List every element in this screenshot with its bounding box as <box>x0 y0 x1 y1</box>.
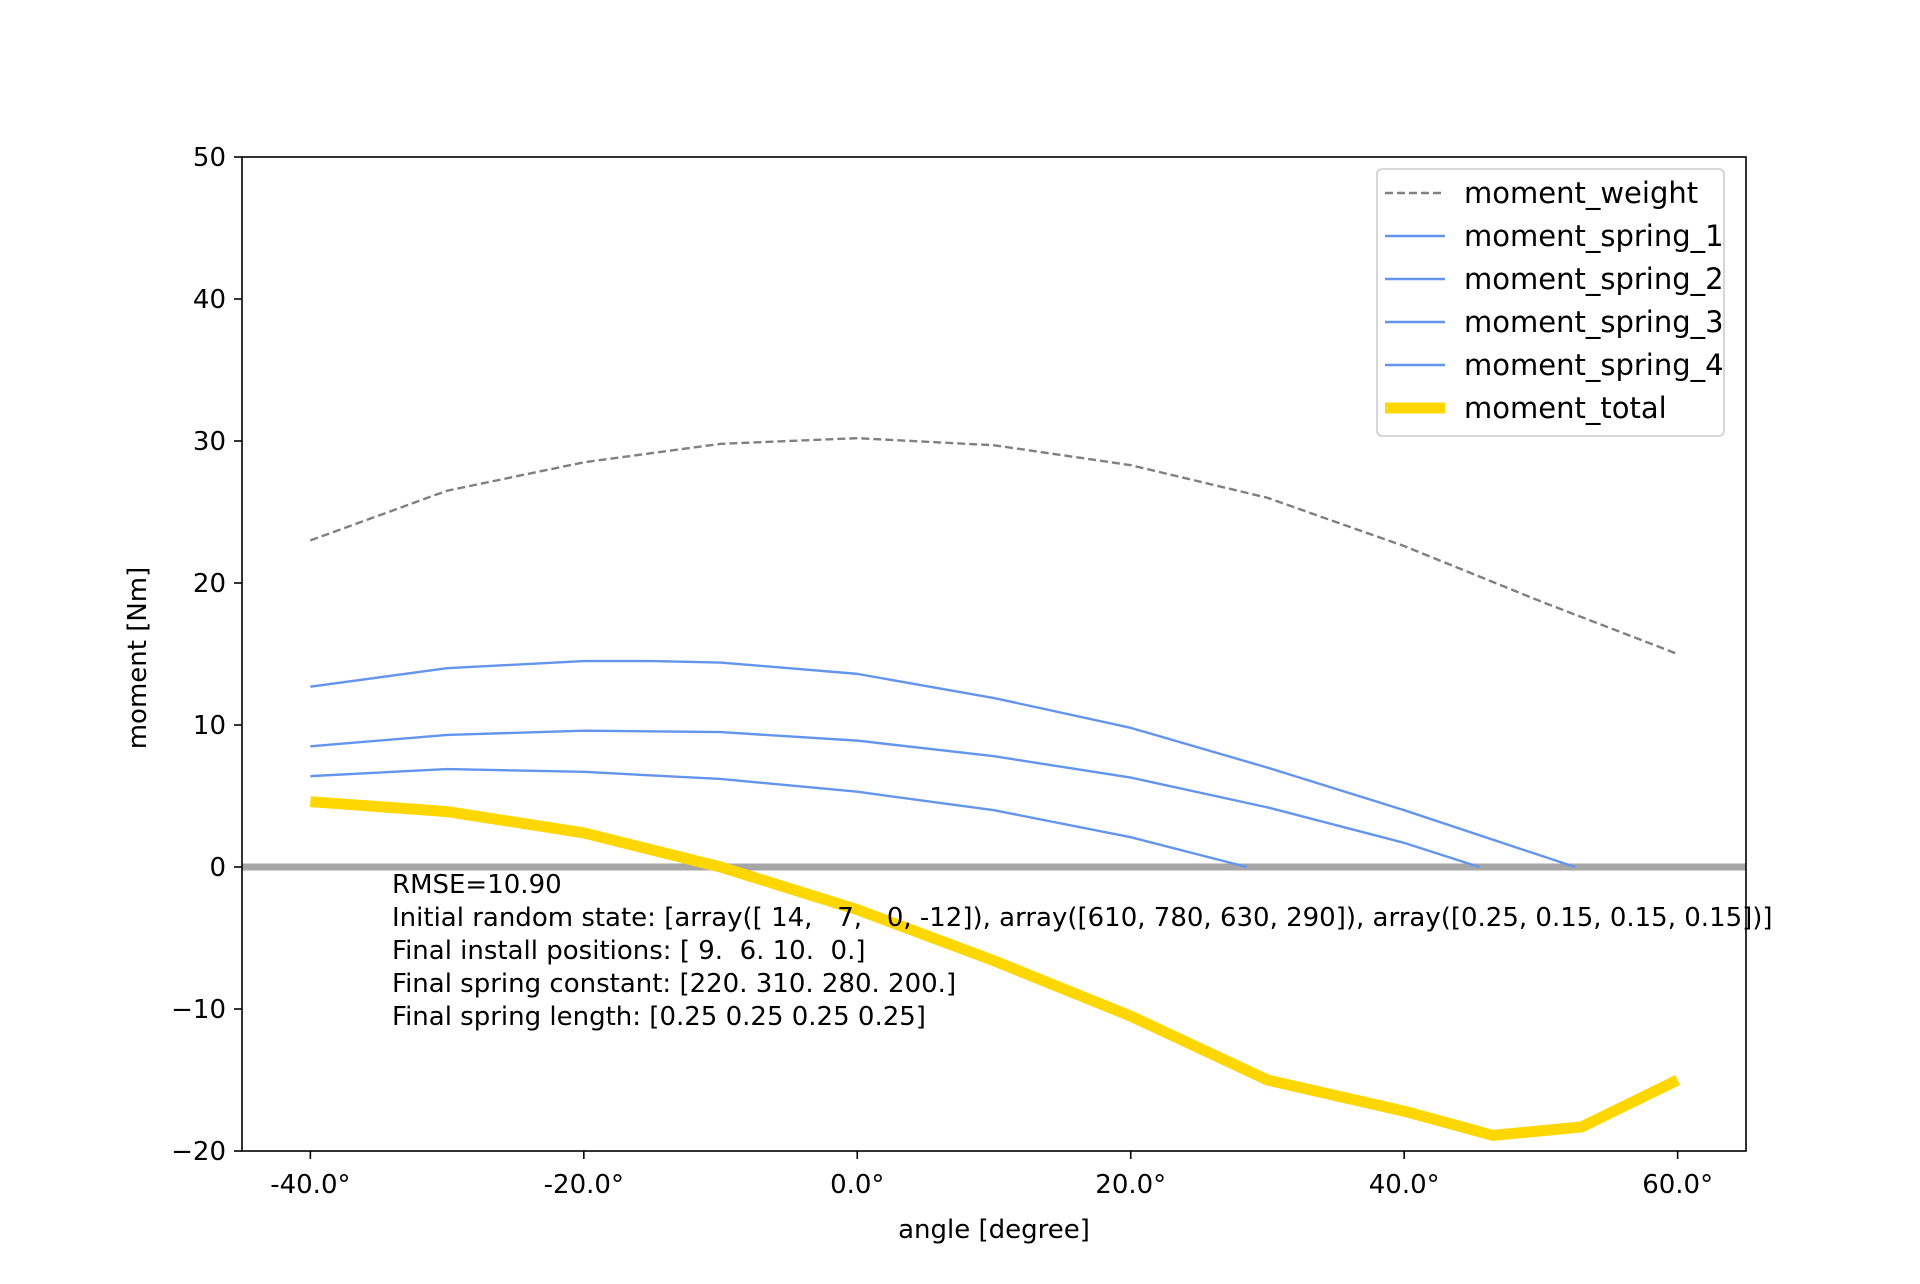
annotation-line: Final install positions: [ 9. 6. 10. 0.] <box>392 936 865 966</box>
x-tick-label: -20.0° <box>544 1170 624 1200</box>
annotation-line: RMSE=10.90 <box>392 870 562 900</box>
legend-label: moment_total <box>1464 391 1667 425</box>
y-tick-label: −10 <box>171 995 226 1025</box>
legend-label: moment_spring_3 <box>1464 305 1724 339</box>
annotation-line: Initial random state: [array([ 14, 7, 0,… <box>392 903 1773 933</box>
series-line-moment-weight <box>309 436 1679 656</box>
legend-box <box>1376 168 1725 437</box>
y-tick-label: 10 <box>193 711 226 741</box>
series-line-moment-spring-2 <box>310 729 1480 869</box>
legend-label: moment_spring_1 <box>1464 219 1724 253</box>
y-axis-title: moment [Nm] <box>123 567 153 750</box>
legend-label: moment_spring_2 <box>1464 262 1724 296</box>
y-tick-label: 40 <box>193 285 226 315</box>
legend-label: moment_weight <box>1464 176 1698 210</box>
x-tick-label: 60.0° <box>1642 1170 1713 1200</box>
x-tick-label: 0.0° <box>830 1170 884 1200</box>
y-tick-label: 0 <box>209 853 226 883</box>
legend-label: moment_spring_4 <box>1464 348 1724 382</box>
y-tick-label: 30 <box>193 427 226 457</box>
x-axis-title: angle [degree] <box>898 1215 1090 1245</box>
series-line-moment-spring-3 <box>310 767 1248 869</box>
y-tick-label: 50 <box>193 143 226 173</box>
y-tick-label: 20 <box>193 569 226 599</box>
y-tick-label: −20 <box>171 1137 226 1167</box>
axes-frame <box>241 156 1747 1152</box>
series-line-moment-spring-1 <box>310 659 1576 869</box>
series-line-moment-total <box>309 796 1681 1141</box>
annotation-line: Final spring constant: [220. 310. 280. 2… <box>392 969 956 999</box>
x-tick-label: -40.0° <box>270 1170 350 1200</box>
x-tick-label: 20.0° <box>1095 1170 1166 1200</box>
annotation-line: Final spring length: [0.25 0.25 0.25 0.2… <box>392 1002 926 1032</box>
x-tick-label: 40.0° <box>1369 1170 1440 1200</box>
